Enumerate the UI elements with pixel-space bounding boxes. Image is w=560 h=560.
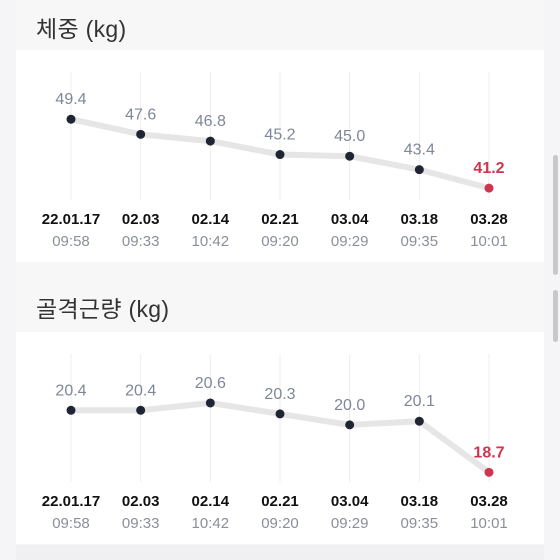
muscle-section-title: 골격근량 (kg) [36,296,170,322]
weight-time-label: 10:01 [470,233,508,250]
weight-data-point[interactable] [136,129,146,139]
weight-value-label: 43.4 [404,142,435,159]
muscle-value-label: 20.0 [334,397,365,414]
weight-data-point[interactable] [275,150,285,160]
muscle-chart: 20.4 22.01.17 09:58 20.4 02.03 09:33 20.6 02.14… [42,354,508,532]
muscle-data-point[interactable] [205,398,215,408]
muscle-time-label: 09:29 [331,515,369,532]
muscle-value-label: 20.4 [55,382,86,399]
muscle-time-label: 09:20 [261,515,299,532]
muscle-value-label: 20.3 [264,386,295,403]
weight-time-label: 09:58 [52,233,90,250]
muscle-data-point[interactable] [345,420,355,430]
muscle-value-label: 18.7 [473,444,504,461]
weight-section-title: 체중 (kg) [36,16,127,42]
weight-data-point[interactable] [414,165,424,175]
scrollbar-upper[interactable] [553,155,558,275]
muscle-time-label: 09:33 [122,515,160,532]
weight-chart-card: 49.4 22.01.17 09:58 47.6 02.03 09:33 46.8 02.14… [16,50,544,262]
weight-time-label: 09:29 [331,233,369,250]
weight-date-label: 22.01.17 [42,211,100,228]
muscle-date-label: 03.18 [401,493,439,510]
weight-value-label: 45.0 [334,128,365,145]
muscle-date-label: 03.28 [470,493,508,510]
weight-date-label: 02.21 [261,211,299,228]
weight-data-point[interactable] [205,136,215,146]
weight-time-label: 10:42 [192,233,230,250]
weight-data-point[interactable] [484,183,494,193]
muscle-date-label: 02.03 [122,493,160,510]
scrollbar-lower[interactable] [553,290,558,342]
weight-time-label: 09:33 [122,233,160,250]
weight-date-label: 02.14 [192,211,230,228]
weight-value-label: 45.2 [264,127,295,144]
weight-value-label: 47.6 [125,106,156,123]
muscle-data-point[interactable] [275,409,285,419]
weight-value-label: 41.2 [473,160,504,177]
weight-date-label: 03.04 [331,211,369,228]
muscle-value-label: 20.1 [404,393,435,410]
muscle-data-point[interactable] [136,405,146,415]
muscle-time-label: 09:35 [401,515,439,532]
weight-section-header: 체중 (kg) [16,0,544,50]
muscle-data-point[interactable] [484,467,494,477]
weight-time-label: 09:20 [261,233,299,250]
next-section-edge [16,545,544,560]
muscle-time-label: 09:58 [52,515,90,532]
muscle-data-point[interactable] [414,416,424,426]
weight-date-label: 03.28 [470,211,508,228]
muscle-time-label: 10:01 [470,515,508,532]
muscle-date-label: 02.21 [261,493,299,510]
weight-value-label: 49.4 [55,91,86,108]
weight-date-label: 03.18 [401,211,439,228]
weight-chart: 49.4 22.01.17 09:58 47.6 02.03 09:33 46.8 02.14… [42,72,508,250]
muscle-data-point[interactable] [66,405,76,415]
muscle-date-label: 22.01.17 [42,493,100,510]
weight-date-label: 02.03 [122,211,160,228]
muscle-section-header: 골격근량 (kg) [16,262,544,332]
muscle-chart-card: 20.4 22.01.17 09:58 20.4 02.03 09:33 20.6 02.14… [16,332,544,544]
weight-data-point[interactable] [345,151,355,161]
muscle-value-label: 20.4 [125,382,156,399]
weight-data-point[interactable] [66,114,76,124]
muscle-date-label: 03.04 [331,493,369,510]
weight-value-label: 46.8 [195,113,226,130]
weight-time-label: 09:35 [401,233,439,250]
muscle-time-label: 10:42 [192,515,230,532]
muscle-date-label: 02.14 [192,493,230,510]
muscle-value-label: 20.6 [195,375,226,392]
